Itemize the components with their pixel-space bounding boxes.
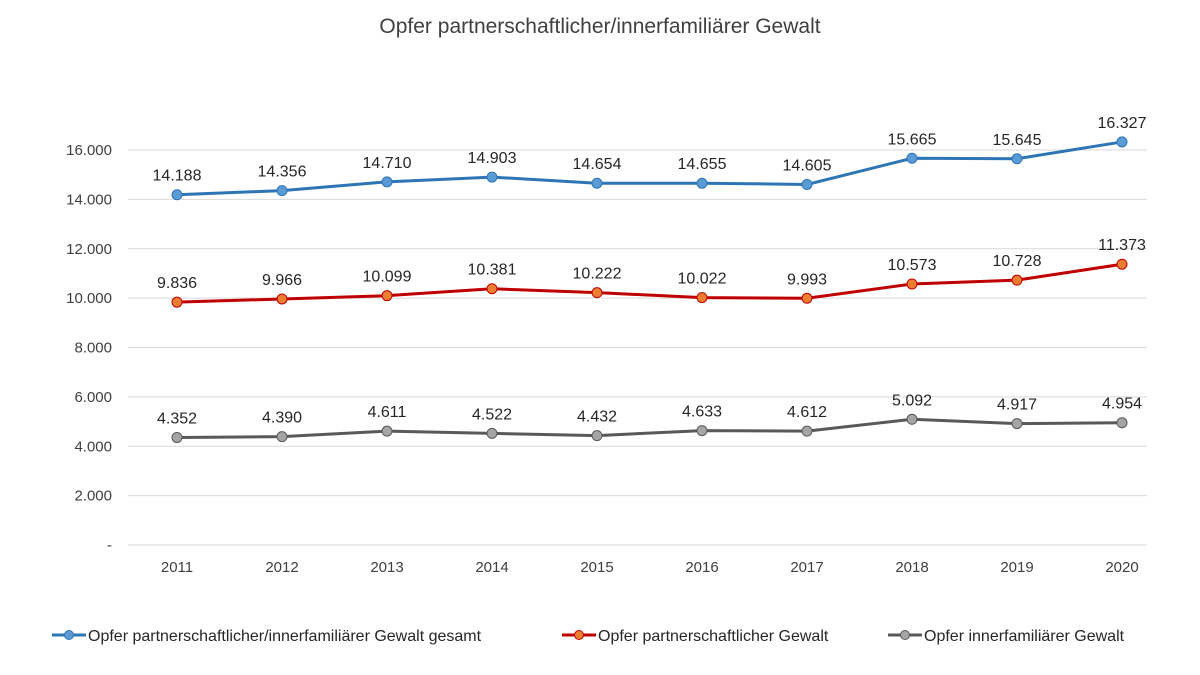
- data-point: [801, 178, 813, 190]
- data-label: 14.605: [783, 157, 832, 174]
- data-label: 10.222: [573, 266, 622, 283]
- data-label: 4.612: [787, 404, 827, 421]
- data-point: [906, 152, 918, 164]
- data-point: [276, 185, 288, 197]
- data-label: 10.099: [363, 269, 412, 286]
- data-label: 14.356: [258, 164, 307, 181]
- chart-title: Opfer partnerschaftlicher/innerfamiliäre…: [379, 15, 820, 38]
- y-tick-label: 16.000: [66, 142, 112, 159]
- x-tick-label: 2017: [790, 559, 823, 576]
- data-label: 16.327: [1098, 115, 1147, 132]
- data-label: 10.381: [468, 262, 517, 279]
- x-tick-label: 2019: [1000, 559, 1033, 576]
- y-tick-label: 2.000: [74, 488, 112, 505]
- series-3: 4.352 4.390 4.611 4.522 4.432 4.633 4.612 5.092…: [157, 392, 1142, 444]
- data-label: 15.645: [993, 132, 1042, 149]
- data-point: [801, 292, 813, 304]
- data-point: [1116, 417, 1128, 429]
- series-line: [176, 262, 1123, 304]
- data-point: [381, 425, 393, 437]
- data-label: 14.188: [153, 168, 202, 185]
- data-point: [591, 287, 603, 299]
- data-label: 14.710: [363, 155, 412, 172]
- y-tick-label: 6.000: [74, 389, 112, 406]
- data-label: 10.728: [993, 253, 1042, 270]
- data-point: [1011, 153, 1023, 165]
- data-label: 9.966: [262, 272, 302, 289]
- data-label: 4.954: [1102, 396, 1142, 413]
- data-point: [906, 278, 918, 290]
- data-point: [381, 290, 393, 302]
- legend-label: Opfer partnerschaftlicher/innerfamiliäre…: [88, 628, 482, 645]
- x-tick-label: 2018: [895, 559, 928, 576]
- legend-marker: [574, 630, 584, 640]
- x-tick-label: 2011: [161, 559, 193, 576]
- data-point: [906, 413, 918, 425]
- x-tick-label: 2013: [370, 559, 403, 576]
- legend-marker: [64, 630, 74, 640]
- y-tick-label: 12.000: [66, 241, 112, 258]
- data-point: [381, 176, 393, 188]
- data-label: 4.611: [368, 404, 407, 421]
- data-label: 9.836: [157, 275, 197, 292]
- data-point: [1011, 418, 1023, 430]
- series-1: 14.188 14.356 14.710 14.903 14.654 14.655 14.6…: [153, 115, 1147, 201]
- data-label: 14.654: [573, 156, 622, 173]
- x-tick-label: 2020: [1105, 559, 1138, 576]
- legend-label: Opfer innerfamiliärer Gewalt: [924, 628, 1125, 645]
- data-point: [276, 293, 288, 305]
- data-point: [276, 431, 288, 443]
- x-tick-label: 2014: [475, 559, 508, 576]
- data-label: 10.573: [888, 257, 937, 274]
- data-label: 5.092: [892, 392, 932, 409]
- data-label: 10.022: [678, 271, 727, 288]
- data-point: [591, 430, 603, 442]
- data-label: 4.917: [997, 397, 1037, 414]
- x-tick-label: 2016: [685, 559, 718, 576]
- data-point: [486, 427, 498, 439]
- data-label: 4.633: [682, 404, 722, 421]
- x-tick-label: 2012: [265, 559, 298, 576]
- data-point: [171, 296, 183, 308]
- y-tick-label: 10.000: [66, 290, 112, 307]
- data-point: [696, 425, 708, 437]
- data-label: 9.993: [787, 271, 827, 288]
- data-point: [1116, 136, 1128, 148]
- data-label: 4.432: [577, 409, 617, 426]
- legend-item: Opfer innerfamiliärer Gewalt: [888, 628, 1125, 645]
- legend-label: Opfer partnerschaftlicher Gewalt: [598, 628, 829, 645]
- data-label: 14.655: [678, 156, 727, 173]
- legend-item: Opfer partnerschaftlicher Gewalt: [562, 628, 829, 645]
- data-point: [1116, 258, 1128, 270]
- legend-marker: [900, 630, 910, 640]
- data-label: 4.352: [157, 411, 197, 428]
- data-point: [801, 425, 813, 437]
- y-tick-label: 8.000: [74, 340, 112, 357]
- y-tick-label: 4.000: [74, 438, 112, 455]
- data-point: [171, 189, 183, 201]
- series-line: [176, 140, 1123, 197]
- data-label: 4.522: [472, 406, 512, 423]
- y-tick-label: -: [107, 537, 112, 554]
- data-point: [171, 432, 183, 444]
- y-tick-label: 14.000: [66, 191, 112, 208]
- data-point: [591, 177, 603, 189]
- data-point: [696, 292, 708, 304]
- data-label: 11.373: [1098, 237, 1146, 254]
- x-tick-label: 2015: [580, 559, 613, 576]
- legend-item: Opfer partnerschaftlicher/innerfamiliäre…: [52, 628, 482, 645]
- data-point: [486, 171, 498, 183]
- series-2: 9.836 9.966 10.099 10.381 10.222 10.022 9.993 1…: [157, 237, 1146, 308]
- data-label: 14.903: [468, 150, 517, 167]
- data-point: [696, 177, 708, 189]
- data-label: 4.390: [262, 410, 302, 427]
- data-point: [486, 283, 498, 295]
- series-line: [176, 417, 1123, 440]
- data-label: 15.665: [888, 131, 937, 148]
- data-point: [1011, 274, 1023, 286]
